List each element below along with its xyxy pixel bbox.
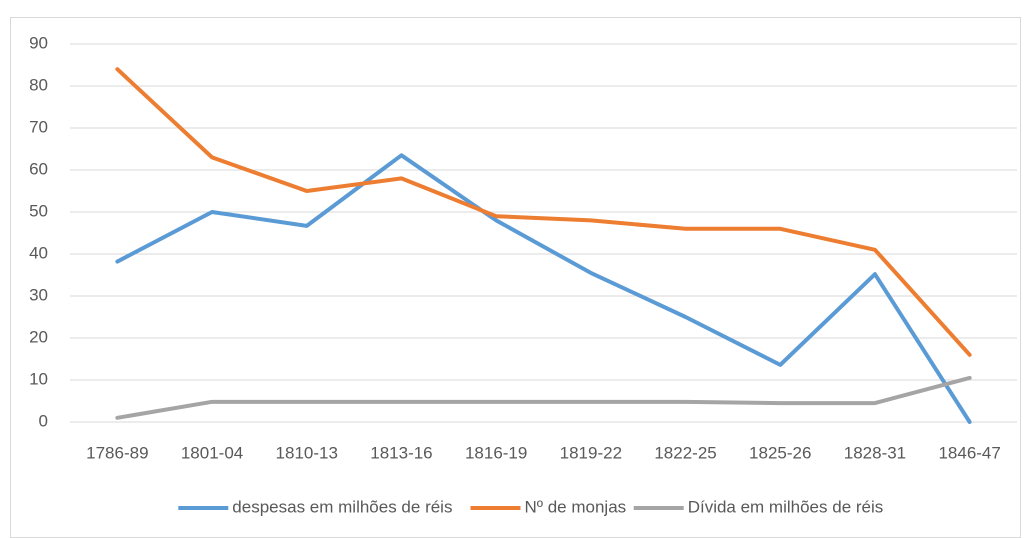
x-tick-label: 1846-47 — [938, 443, 1000, 462]
chart-frame — [10, 17, 1021, 538]
x-tick-label: 1822-25 — [654, 443, 716, 462]
x-tick-label: 1801-04 — [181, 443, 243, 462]
y-tick-label: 90 — [29, 33, 48, 52]
y-tick-label: 70 — [29, 117, 48, 136]
y-tick-label: 30 — [29, 285, 48, 304]
x-tick-label: 1825-26 — [749, 443, 811, 462]
y-tick-label: 80 — [29, 75, 48, 94]
x-tick-label: 1810-13 — [276, 443, 338, 462]
x-tick-label: 1828-31 — [844, 443, 906, 462]
series-line — [115, 375, 972, 420]
y-tick-label: 20 — [29, 327, 48, 346]
legend-label: Nº de monjas — [525, 497, 627, 516]
x-tick-label: 1819-22 — [560, 443, 622, 462]
y-tick-label: 10 — [29, 369, 48, 388]
legend-label: Dívida em milhões de réis — [688, 497, 884, 516]
y-tick-label: 40 — [29, 243, 48, 262]
y-tick-label: 60 — [29, 159, 48, 178]
x-tick-label: 1786-89 — [86, 443, 148, 462]
series-line — [115, 153, 972, 424]
series-line — [115, 67, 972, 357]
x-tick-label: 1813-16 — [370, 443, 432, 462]
x-tick-label: 1816-19 — [465, 443, 527, 462]
y-tick-label: 0 — [39, 411, 48, 430]
legend-label: despesas em milhões de réis — [232, 497, 452, 516]
y-tick-label: 50 — [29, 201, 48, 220]
